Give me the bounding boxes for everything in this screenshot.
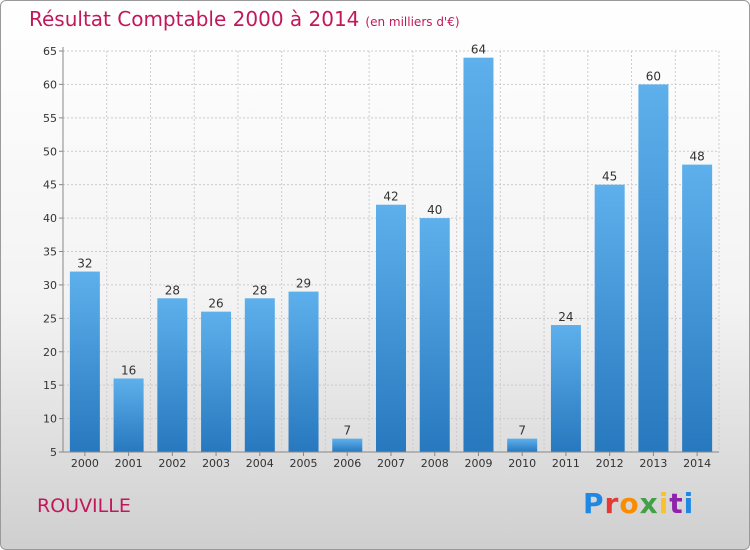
- bar-2014: [682, 164, 713, 452]
- axes: 5 10 15 20 25 30 35 40 45 50 55 60 65 2000 2001 2002 200…: [43, 45, 719, 470]
- data-label-2001: 16: [121, 363, 136, 377]
- y-tick-label: 40: [43, 212, 57, 225]
- x-tick-label-2001: 2001: [115, 457, 143, 470]
- x-tick-label-2006: 2006: [333, 457, 361, 470]
- data-label-2004: 28: [252, 283, 267, 297]
- y-tick-label: 50: [43, 145, 57, 158]
- data-label-2000: 32: [77, 257, 92, 271]
- data-label-2014: 48: [689, 150, 704, 164]
- y-tick-label: 65: [43, 45, 57, 58]
- data-label-2009: 64: [471, 43, 486, 57]
- logo-letter: o: [619, 487, 640, 520]
- x-tick-label-2002: 2002: [158, 457, 186, 470]
- data-label-2007: 42: [383, 190, 398, 204]
- y-tick-label: 30: [43, 279, 57, 292]
- chart-title-text: Résultat Comptable 2000 à 2014: [29, 7, 360, 31]
- bar-2011: [550, 325, 581, 452]
- bar-2009: [463, 57, 494, 452]
- bar-2006: [332, 438, 363, 452]
- y-tick-label: 15: [43, 379, 57, 392]
- bar-2005: [288, 291, 319, 452]
- logo-letter: t: [669, 487, 684, 520]
- bar-2012: [594, 184, 625, 452]
- logo-letter: r: [604, 487, 620, 520]
- y-tick-label: 5: [50, 446, 57, 459]
- x-tick-label-2007: 2007: [377, 457, 405, 470]
- proxiti-logo: Proxiti: [583, 487, 694, 520]
- chart-subtitle: (en milliers d'€): [365, 15, 460, 29]
- x-tick-label-2009: 2009: [464, 457, 492, 470]
- x-tick-label-2013: 2013: [639, 457, 667, 470]
- x-tick-label-2000: 2000: [71, 457, 99, 470]
- bar-2001: [113, 378, 144, 452]
- x-tick-label-2005: 2005: [290, 457, 318, 470]
- chart-title: Résultat Comptable 2000 à 2014 (en millie…: [29, 7, 460, 31]
- y-tick-label: 45: [43, 179, 57, 192]
- data-label-2002: 28: [165, 283, 180, 297]
- bars: 32 16 28 26 28 29 7 42 40 64 7 24 45 60 48: [69, 43, 713, 453]
- bar-2007: [376, 204, 406, 452]
- y-tick-label: 55: [43, 112, 57, 125]
- y-tick-label: 25: [43, 312, 57, 325]
- data-label-2003: 26: [208, 297, 223, 311]
- data-label-2005: 29: [296, 277, 311, 291]
- bar-2004: [244, 298, 275, 452]
- logo-letter: i: [683, 487, 695, 520]
- x-tick-label-2012: 2012: [596, 457, 624, 470]
- bar-2002: [157, 298, 188, 452]
- bar-2010: [507, 438, 538, 452]
- data-label-2006: 7: [343, 424, 351, 438]
- data-label-2011: 24: [558, 310, 573, 324]
- data-label-2013: 60: [646, 69, 661, 83]
- bar-2000: [69, 271, 100, 452]
- x-tick-label-2014: 2014: [683, 457, 711, 470]
- bar-2008: [419, 218, 450, 452]
- x-tick-label-2004: 2004: [246, 457, 274, 470]
- y-tick-label: 35: [43, 246, 57, 259]
- data-label-2008: 40: [427, 203, 442, 217]
- data-label-2012: 45: [602, 170, 617, 184]
- bar-2013: [638, 84, 669, 453]
- y-tick-label: 20: [43, 346, 57, 359]
- city-name: ROUVILLE: [37, 495, 131, 517]
- data-label-2010: 7: [518, 424, 526, 438]
- logo-letter: x: [639, 487, 659, 520]
- logo-letter: P: [583, 487, 605, 520]
- logo-letter: i: [658, 487, 670, 520]
- x-tick-label-2008: 2008: [421, 457, 449, 470]
- y-tick-label: 60: [43, 78, 57, 91]
- x-tick-label-2011: 2011: [552, 457, 580, 470]
- y-tick-label: 10: [43, 413, 57, 426]
- x-tick-label-2010: 2010: [508, 457, 536, 470]
- x-tick-label-2003: 2003: [202, 457, 230, 470]
- bar-2003: [201, 311, 232, 452]
